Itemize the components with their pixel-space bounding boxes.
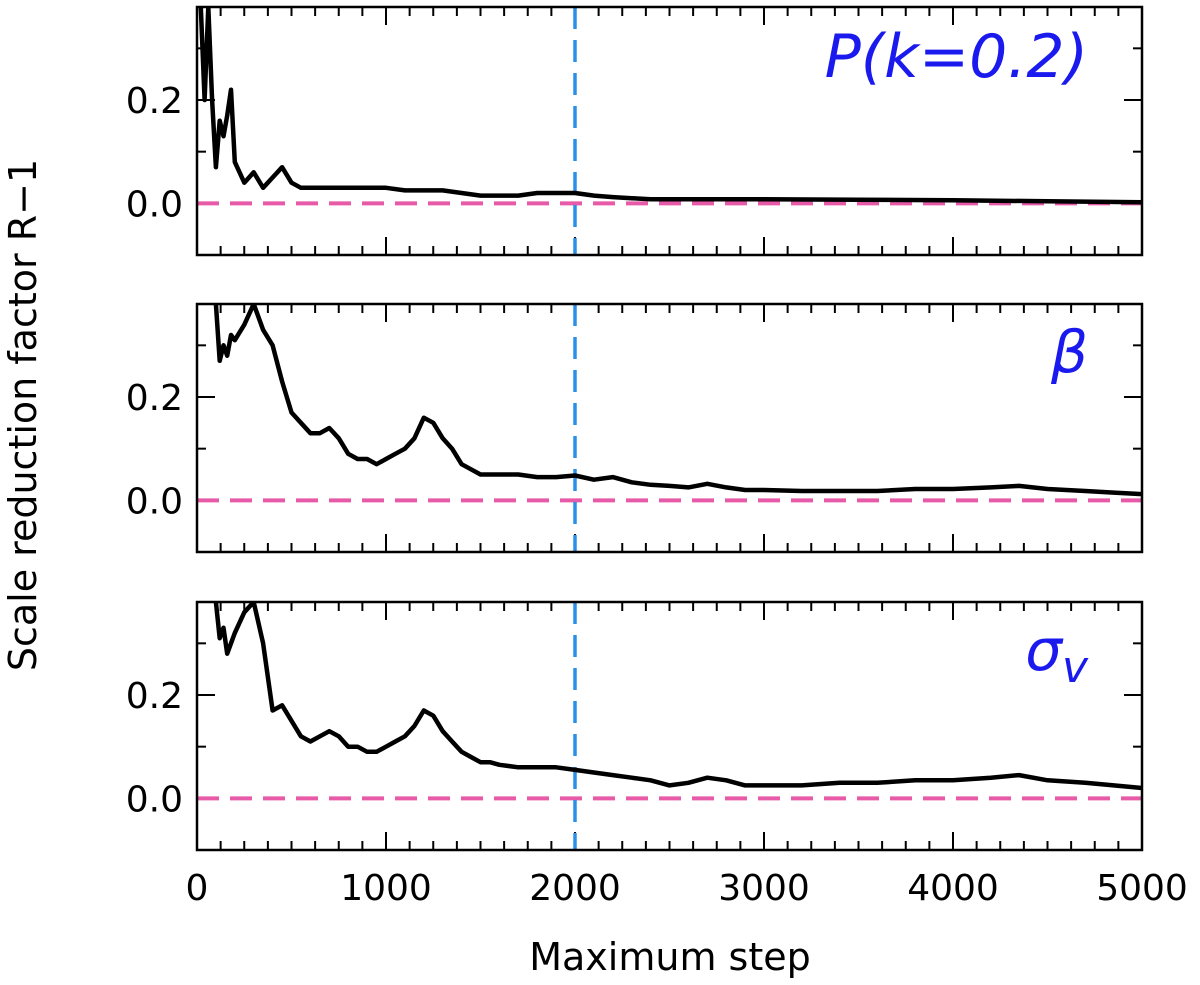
panel-label: σv [1025,616,1089,693]
x-tick-label: 2000 [529,868,621,909]
x-tick-label: 5000 [1096,868,1188,909]
series-line [213,602,1142,791]
panel-1: 0.0 0.2 P(k=0.2) [126,5,1144,257]
panel-label: β [1050,318,1088,386]
panel-2: 0.0 0.2 β [126,302,1144,554]
y-axis-label: Scale reduction factor R−1 [1,159,45,671]
panels: 0.0 0.2 P(k=0.2) 0.0 0.2 β 0.0 0.2 σv 0 1000 2000 30… [126,5,1188,909]
y-tick-label: 0.0 [126,184,183,225]
y-tick-label: 0.0 [126,481,183,522]
x-tick-label: 0 [186,868,209,909]
y-tick-label: 0.2 [126,81,183,122]
panel-label: P(k=0.2) [825,22,1088,92]
y-tick-label: 0.2 [126,676,183,717]
y-tick-label: 0.0 [126,779,183,820]
x-tick-label: 3000 [718,868,810,909]
y-tick-label: 0.2 [126,378,183,419]
x-tick-label: 1000 [340,868,432,909]
panel-3: 0.0 0.2 σv [126,600,1144,852]
series-line [198,7,1142,205]
panel-frame [195,600,1144,852]
x-axis-label: Maximum step [529,935,811,979]
series-line [213,304,1142,497]
x-tick-label: 4000 [907,868,999,909]
panel-frame [195,5,1144,257]
panel-frame [195,302,1144,554]
